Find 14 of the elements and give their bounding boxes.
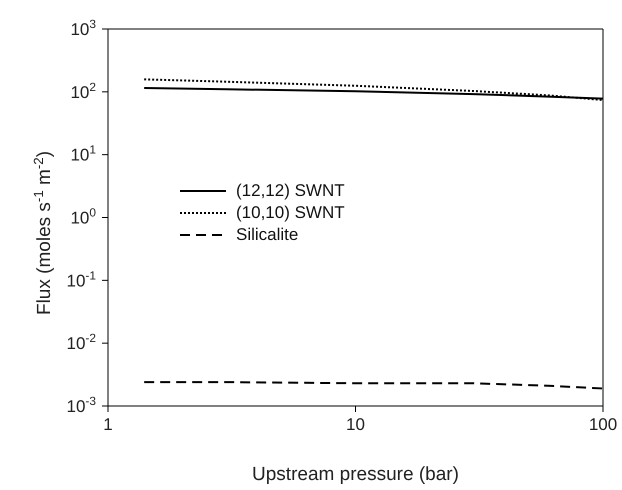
x-tick-label: 10	[346, 415, 365, 434]
y-tick-label: 10$^{1}$	[70, 142, 96, 165]
y-tick-label: 10$^{-2}$	[66, 331, 96, 354]
y-tick-label: 10$^{-3}$	[66, 394, 96, 416]
x-tick-label: 100	[588, 415, 618, 434]
y-tick-label: 10$^{2}$	[70, 80, 96, 102]
y-tick-label: 10$^{3}$	[70, 17, 96, 39]
legend-label: (10,10) SWNT	[236, 203, 345, 223]
legend-label: (12,12) SWNT	[236, 181, 345, 201]
y-tick-label: 10$^{0}$	[70, 206, 96, 228]
y-tick-label: 10$^{-1}$	[66, 268, 96, 290]
legend-label: Silicalite	[236, 225, 298, 245]
x-axis-title: Upstream pressure (bar)	[252, 464, 459, 485]
x-tick-label: 1	[103, 415, 113, 434]
